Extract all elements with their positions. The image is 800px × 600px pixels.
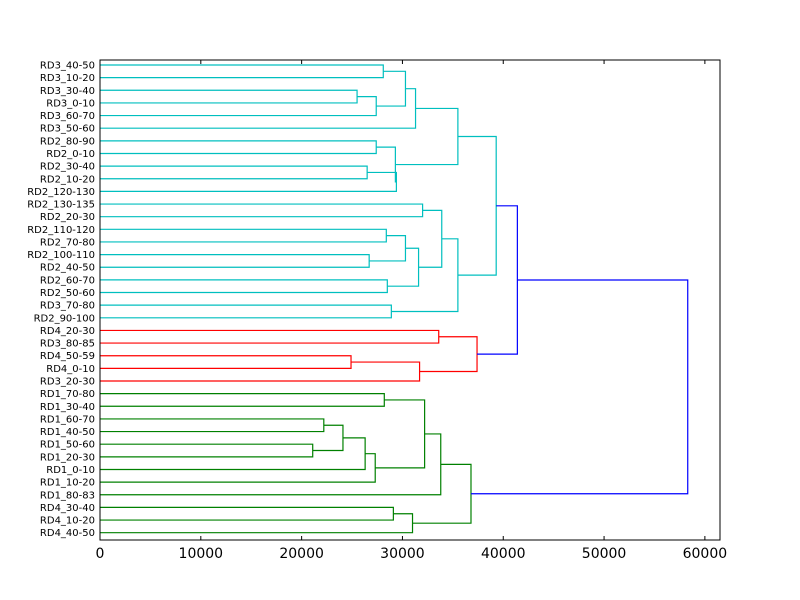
- dendrogram-link: [100, 228, 387, 243]
- dendrogram-link: [470, 279, 689, 495]
- leaf-label: RD3_20-30: [40, 377, 95, 388]
- leaf-label: RD2_120-130: [27, 187, 95, 198]
- dendrogram-link: [312, 424, 344, 452]
- dendrogram-link: [395, 107, 459, 166]
- dendrogram-links: [100, 64, 689, 534]
- leaf-label: RD2_30-40: [40, 162, 95, 173]
- leaf-label: RD1_40-50: [40, 427, 95, 438]
- dendrogram-link: [100, 304, 392, 319]
- dendrogram-link: [100, 453, 376, 483]
- leaf-label: RD1_50-60: [40, 440, 95, 451]
- dendrogram-link: [100, 355, 352, 369]
- leaf-label: RD1_80-83: [40, 490, 95, 501]
- x-tick-label: 30000: [380, 546, 425, 562]
- dendrogram-link: [477, 205, 518, 355]
- dendrogram-link: [100, 418, 325, 433]
- dendrogram-link: [100, 64, 384, 79]
- x-tick-label: 10000: [179, 546, 224, 562]
- dendrogram-link: [387, 247, 420, 287]
- leaf-label: RD4_30-40: [40, 503, 95, 514]
- dendrogram-link: [100, 88, 417, 129]
- leaf-label: RD2_0-10: [46, 149, 95, 160]
- dendrogram-link: [100, 437, 366, 471]
- x-tick-label: 60000: [683, 546, 728, 562]
- dendrogram-link: [100, 506, 394, 521]
- dendrogram-link: [100, 254, 370, 268]
- leaf-label: RD1_10-20: [40, 478, 95, 489]
- leaf-label: RD4_20-30: [40, 326, 95, 337]
- dendrogram-link: [100, 443, 314, 458]
- leaf-label: RD3_10-20: [40, 73, 95, 84]
- dendrogram-link: [100, 140, 377, 155]
- leaf-label: RD2_80-90: [40, 136, 95, 147]
- leaf-label: RD1_70-80: [40, 389, 95, 400]
- dendrogram-link: [418, 209, 443, 268]
- leaf-label: RD1_20-30: [40, 452, 95, 463]
- leaf-label: RD2_110-120: [27, 225, 95, 236]
- leaf-label: RD1_30-40: [40, 402, 95, 413]
- dendrogram-link: [100, 513, 414, 534]
- leaf-label: RD2_130-135: [27, 200, 95, 211]
- x-tick-label: 40000: [481, 546, 526, 562]
- dendrogram-link: [100, 203, 424, 218]
- dendrogram-link: [100, 393, 385, 407]
- dendrogram-link: [376, 70, 407, 107]
- leaf-label: RD2_20-30: [40, 212, 95, 223]
- leaf-label: RD3_70-80: [40, 301, 95, 312]
- leaf-label: RD3_50-60: [40, 124, 95, 135]
- leaf-label: RD2_90-100: [34, 313, 95, 324]
- leaf-label: RD1_60-70: [40, 414, 95, 425]
- leaf-label: RD4_40-50: [40, 528, 95, 539]
- plot-frame: [99, 59, 721, 541]
- leaf-label: RD3_30-40: [40, 86, 95, 97]
- leaf-label: RD2_70-80: [40, 237, 95, 248]
- leaf-label: RD4_50-59: [40, 351, 95, 362]
- dendrogram-link: [391, 238, 459, 313]
- dendrogram-link: [419, 336, 478, 373]
- dendrogram-link: [100, 96, 377, 117]
- dendrogram-link: [100, 361, 421, 382]
- leaf-label: RD4_0-10: [46, 364, 95, 375]
- leaf-label: RD3_40-50: [40, 61, 95, 72]
- x-tick-label: 0: [96, 546, 105, 562]
- dendrogram-link: [376, 146, 397, 183]
- leaf-label: RD2_40-50: [40, 263, 95, 274]
- x-tick-label: 20000: [279, 546, 324, 562]
- leaf-label: RD3_0-10: [46, 98, 95, 109]
- dendrogram-link: [100, 165, 368, 180]
- dendrogram-link: [100, 89, 358, 104]
- leaf-label: RD4_10-20: [40, 516, 95, 527]
- leaf-label: RD2_10-20: [40, 174, 95, 185]
- dendrogram-link: [369, 235, 407, 262]
- leaf-label: RD2_60-70: [40, 275, 95, 286]
- leaf-label: RD3_60-70: [40, 111, 95, 122]
- dendrogram-link: [375, 399, 426, 469]
- leaf-label: RD3_80-85: [40, 339, 95, 350]
- leaf-label: RD2_50-60: [40, 288, 95, 299]
- dendrogram-link: [100, 279, 388, 294]
- dendrogram-link: [100, 329, 440, 344]
- dendrogram-link: [412, 463, 472, 524]
- dendrogram-link: [457, 135, 497, 276]
- dendrogram-link: [100, 433, 442, 496]
- x-tick-label: 50000: [582, 546, 627, 562]
- x-axis-ticks: 0 10000 20000 30000 40000 50000 60000: [96, 60, 728, 562]
- leaf-label: RD1_0-10: [46, 465, 95, 476]
- dendrogram-link: [100, 171, 397, 192]
- leaf-label: RD2_100-110: [27, 250, 95, 261]
